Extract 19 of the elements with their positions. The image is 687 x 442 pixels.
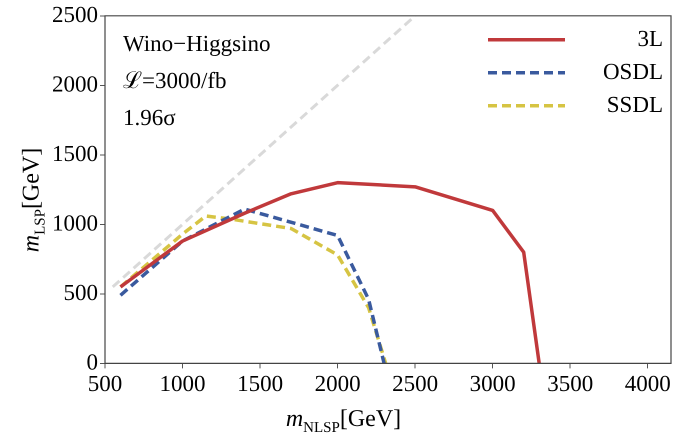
y-tick-label: 1000 xyxy=(52,210,98,236)
x-tick-label: 2000 xyxy=(314,371,361,396)
y-tick-label: 500 xyxy=(64,280,98,305)
x-tick-label: 3000 xyxy=(470,371,516,396)
y-tick-label: 1500 xyxy=(52,140,98,166)
annotation: ℒ=3000/fb xyxy=(123,68,227,93)
x-tick-label: 1000 xyxy=(160,371,206,396)
annotation: Wino−Higgsino xyxy=(123,30,270,56)
annotation: 1.96σ xyxy=(123,104,176,130)
y-tick-label: 2500 xyxy=(52,2,98,27)
x-axis-title: m$_{NLSP}$[GeV] xyxy=(284,406,402,437)
legend-label: SSDL xyxy=(606,92,663,117)
x-tick-label: 4000 xyxy=(624,371,671,396)
x-tick-label: 3500 xyxy=(547,371,594,396)
legend-label: OSDL xyxy=(602,58,663,84)
text: 3L xyxy=(637,26,663,51)
x-tick-label: 1500 xyxy=(237,371,284,396)
x-tick-label: 2500 xyxy=(392,371,438,396)
y-tick-label: 2000 xyxy=(52,71,98,96)
